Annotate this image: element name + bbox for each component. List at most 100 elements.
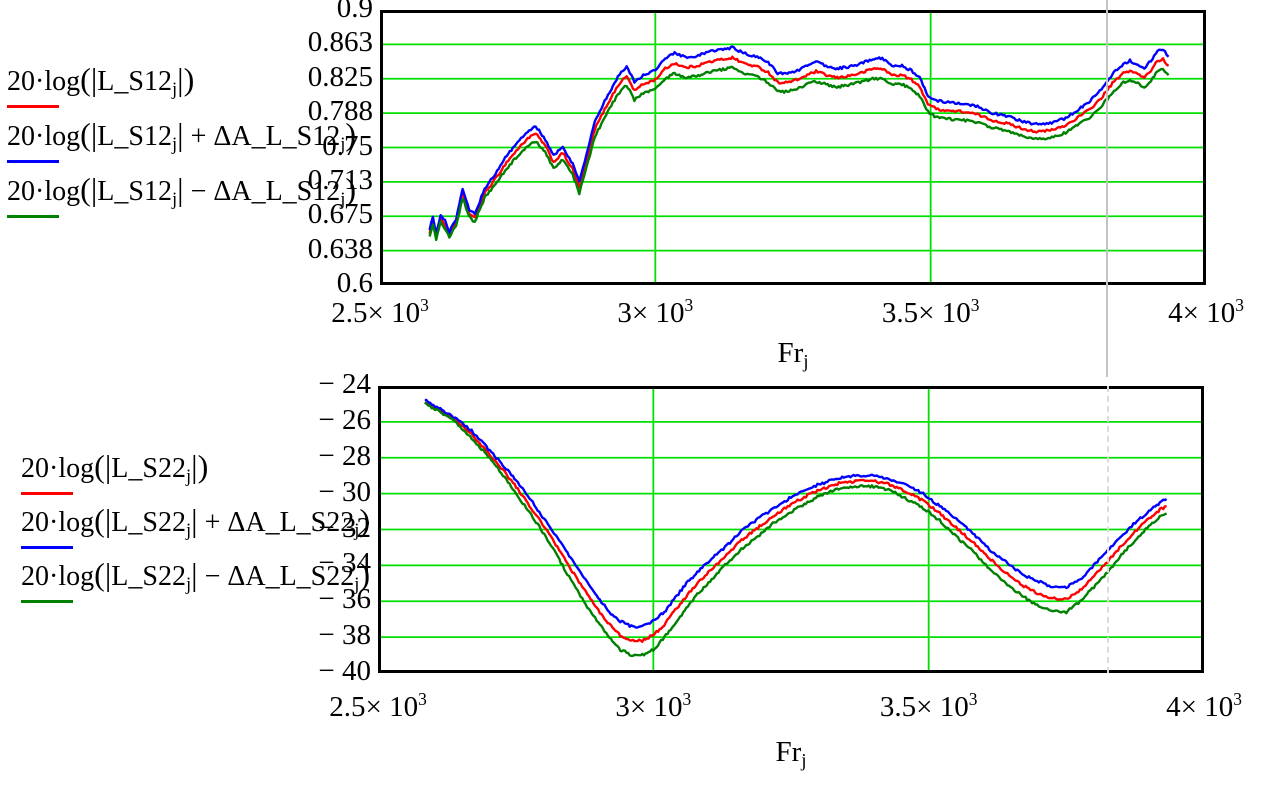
text-segment: | [104,448,112,484]
legend-s22: 20·log(|L_S22j|) 20·log(|L_S22j| + ΔA_L_S… [21,448,371,612]
superscript: 3 [1235,295,1244,315]
page-margin-line-dashed [1107,386,1109,673]
text-segment: L_S22 [111,507,186,538]
y-tick-label: 0.713 [307,164,373,197]
legend-expression: 20·log(|L_S22j| − ΔA_L_S22j) [21,556,371,595]
legend-color-line [7,104,59,108]
plot-frame [378,386,1204,673]
subscript: j [354,520,360,541]
y-tick-label: 0.788 [307,95,373,128]
legend-entry[interactable]: 20·log(|L_S22j|) [21,448,370,504]
x-tick-label: 2.5× 103 [329,689,427,724]
x-axis-label: Frj [775,736,806,772]
legend-expression: 20·log(|L_S12j|) [7,61,356,100]
x-tick-label: 3.5× 103 [882,295,980,330]
y-tick-label: − 24 [318,368,371,401]
subscript: j [185,466,192,487]
legend-entry[interactable]: 20·log(|L_S12j|) [7,61,356,118]
text-segment: L_S22 [111,453,186,484]
y-tick-label: 0.75 [322,129,373,162]
legend-expression: 20·log(|L_S12j| − ΔA_L_S12j) [7,171,357,210]
text-segment: | [90,61,98,97]
superscript: 3 [970,295,980,315]
text-segment: 4× 10 [1166,690,1234,723]
superscript: 3 [684,295,694,315]
y-tick-label: 0.825 [307,60,373,93]
legend-entry[interactable]: 20·log(|L_S22j| + ΔA_L_S22j) [21,502,371,558]
y-tick-label: − 32 [318,511,371,544]
text-segment: 3× 10 [615,690,683,723]
y-tick-label: − 34 [318,547,371,580]
text-segment: ( [94,502,105,538]
legend-color-line [7,214,59,218]
y-tick-label: 0.863 [307,26,373,59]
trace-green [428,65,1170,242]
legend-expression: 20·log(|L_S22j|) [21,448,370,487]
legend-color-line [7,159,59,163]
x-tick-label: 4× 103 [1168,295,1244,330]
y-tick-label: − 38 [318,619,371,652]
text-segment: 3.5× 10 [879,690,969,723]
text-segment: 20·log [21,453,95,484]
s22-plot-area [378,386,1204,673]
y-tick-label: − 30 [318,475,371,508]
legend-expression: 20·log(|L_S22j| + ΔA_L_S22j) [21,502,371,541]
legend-entry[interactable]: 20·log(|L_S12j| + ΔA_L_S12j) [7,116,357,173]
subscript: j [171,134,178,155]
x-axis-label: Frj [777,337,808,373]
text-segment: ( [80,61,91,97]
superscript: 3 [420,295,429,315]
legend-color-line [21,545,73,549]
text-segment: ( [94,556,105,592]
y-tick-label: − 36 [318,583,371,616]
subscript: j [354,574,360,595]
x-tick-label: 3× 103 [617,295,693,330]
y-tick-label: 0.6 [336,267,373,300]
text-segment: ) [359,502,371,538]
text-segment: ) [183,61,195,97]
subscript: j [801,750,807,772]
y-tick-label: 0.638 [307,232,373,265]
subscript: j [171,79,178,100]
superscript: 3 [968,689,978,709]
text-segment: 20·log [7,176,81,207]
plot-frame [380,10,1206,285]
text-segment: ) [345,116,357,152]
superscript: 3 [682,689,692,709]
page-margin-line [1106,0,1108,377]
text-segment: | [104,556,112,592]
legend-color-line [21,491,73,495]
x-tick-label: 4× 103 [1166,689,1242,724]
text-segment: | [90,171,98,207]
subscript: j [185,574,192,595]
text-segment: 20·log [7,121,81,152]
text-segment: − ΔA_L_S12 [183,176,341,207]
legend-color-line [21,599,73,603]
text-segment: Fr [775,736,802,768]
text-segment: + ΔA_L_S12 [183,121,341,152]
subscript: j [340,189,346,210]
subscript: j [185,520,192,541]
trace-red [428,55,1170,239]
text-segment: 3.5× 10 [881,296,971,329]
x-tick-label: 2.5× 103 [331,295,429,330]
x-tick-label: 3× 103 [615,689,691,724]
text-segment: ) [345,171,357,207]
s12-plot-area [380,10,1206,285]
subscript: j [171,189,178,210]
text-segment: 20·log [21,561,95,592]
y-tick-label: − 40 [318,655,371,688]
text-segment: Fr [777,337,804,369]
legend-expression: 20·log(|L_S12j| + ΔA_L_S12j) [7,116,357,155]
text-segment: 20·log [21,507,95,538]
text-segment: | [177,61,184,97]
text-segment: ) [359,556,371,592]
text-segment: | [191,448,198,484]
y-tick-label: − 28 [318,439,371,472]
y-tick-label: 0.675 [307,198,373,231]
legend-entry[interactable]: 20·log(|L_S12j| − ΔA_L_S12j) [7,171,357,228]
legend-entry[interactable]: 20·log(|L_S22j| − ΔA_L_S22j) [21,556,371,612]
